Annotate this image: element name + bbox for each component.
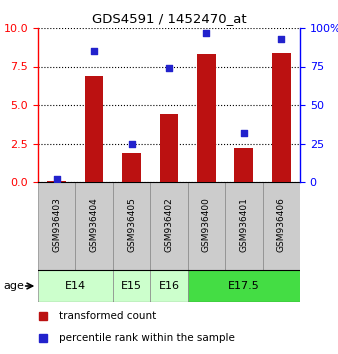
Text: GSM936401: GSM936401 bbox=[239, 197, 248, 252]
Text: E17.5: E17.5 bbox=[228, 281, 260, 291]
Bar bbox=[38, 182, 75, 270]
Point bbox=[204, 30, 209, 35]
Text: GSM936402: GSM936402 bbox=[165, 197, 173, 252]
Bar bbox=[113, 270, 150, 302]
Bar bbox=[272, 53, 291, 182]
Bar bbox=[85, 76, 103, 182]
Bar bbox=[38, 270, 113, 302]
Text: GSM936405: GSM936405 bbox=[127, 197, 136, 252]
Bar bbox=[75, 182, 113, 270]
Point bbox=[166, 65, 172, 71]
Bar bbox=[188, 270, 300, 302]
Bar bbox=[225, 182, 263, 270]
Text: E15: E15 bbox=[121, 281, 142, 291]
Text: GSM936406: GSM936406 bbox=[277, 197, 286, 252]
Bar bbox=[188, 182, 225, 270]
Bar bbox=[47, 181, 66, 182]
Bar bbox=[150, 182, 188, 270]
Point bbox=[92, 48, 97, 54]
Point bbox=[279, 36, 284, 42]
Text: E14: E14 bbox=[65, 281, 86, 291]
Bar bbox=[160, 114, 178, 182]
Point bbox=[129, 141, 134, 146]
Text: GSM936404: GSM936404 bbox=[90, 197, 99, 252]
Point bbox=[54, 176, 59, 182]
Bar bbox=[197, 54, 216, 182]
Point bbox=[241, 130, 246, 136]
Text: E16: E16 bbox=[159, 281, 179, 291]
Text: GSM936400: GSM936400 bbox=[202, 197, 211, 252]
Bar bbox=[235, 148, 253, 182]
Bar bbox=[113, 182, 150, 270]
Text: GSM936403: GSM936403 bbox=[52, 197, 61, 252]
Text: transformed count: transformed count bbox=[59, 311, 156, 321]
Title: GDS4591 / 1452470_at: GDS4591 / 1452470_at bbox=[92, 12, 246, 25]
Bar bbox=[122, 153, 141, 182]
Text: age: age bbox=[4, 281, 25, 291]
Bar bbox=[263, 182, 300, 270]
Text: percentile rank within the sample: percentile rank within the sample bbox=[59, 333, 235, 343]
Bar bbox=[150, 270, 188, 302]
